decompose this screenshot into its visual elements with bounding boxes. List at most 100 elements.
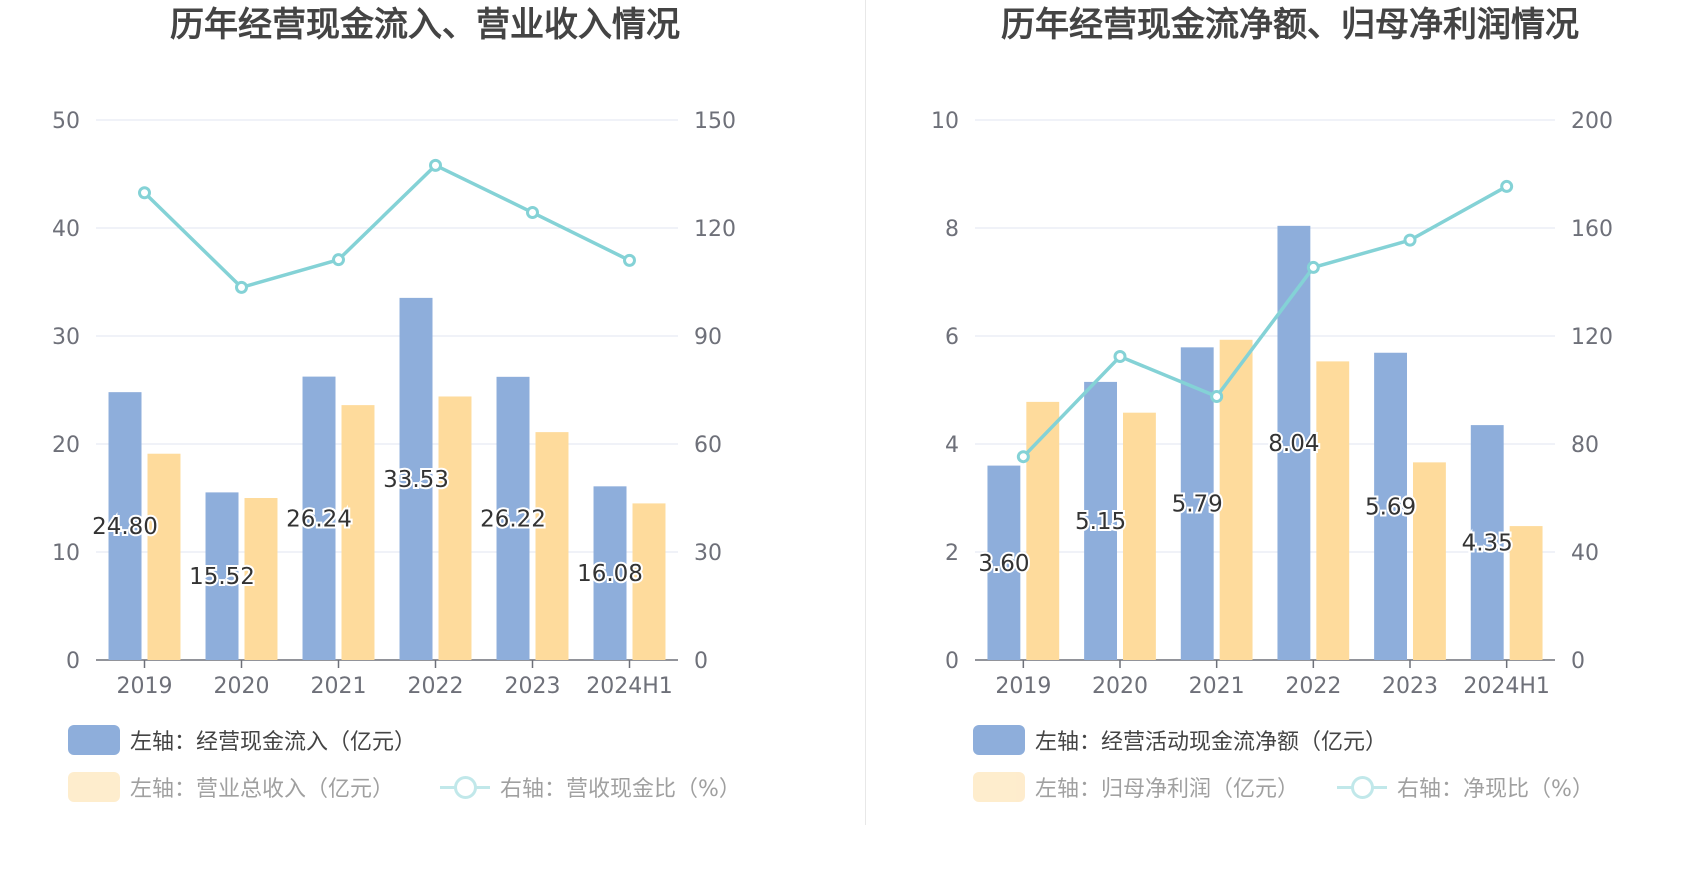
legend-line-icon bbox=[1337, 772, 1387, 802]
legend-label: 左轴：经营现金流入（亿元） bbox=[130, 730, 417, 755]
bar-data-label: 33.53 bbox=[383, 467, 449, 493]
right-tick-label: 30 bbox=[694, 541, 722, 566]
bar-secondary bbox=[1123, 412, 1156, 660]
bar-primary bbox=[399, 297, 433, 660]
bar-secondary bbox=[438, 396, 472, 660]
chart-title: 历年经营现金流净额、归母净利润情况 bbox=[1001, 5, 1579, 45]
chart-canvas: 0 0 2 40 4 80 6 120 8 160 10 200 2019 2020 2021 2022 202… bbox=[931, 109, 1613, 699]
bar-primary bbox=[987, 465, 1021, 660]
legend-swatch bbox=[68, 725, 120, 755]
ratio-point bbox=[526, 206, 539, 220]
bar-data-label: 24.80 bbox=[92, 514, 158, 540]
bar-data-label: 15.52 bbox=[189, 564, 255, 590]
x-tick-label: 2020 bbox=[1092, 674, 1148, 699]
left-tick-label: 30 bbox=[52, 325, 80, 350]
left-tick-label: 20 bbox=[52, 433, 80, 458]
right-tick-label: 40 bbox=[1571, 541, 1599, 566]
legend-item-bar-2[interactable]: 左轴：归母净利润（亿元） bbox=[973, 771, 1299, 803]
bar-primary bbox=[1374, 352, 1407, 660]
bar-data-label: 4.35 bbox=[1462, 531, 1513, 557]
right-tick-label: 120 bbox=[694, 217, 736, 242]
legend-item-line[interactable]: 右轴：净现比（%） bbox=[1337, 771, 1594, 803]
bar-primary bbox=[1084, 381, 1117, 660]
ratio-line bbox=[143, 163, 631, 290]
legend-item-line[interactable]: 右轴：营收现金比（%） bbox=[440, 771, 741, 803]
bar-secondary bbox=[535, 432, 569, 660]
bar-primary bbox=[205, 492, 239, 660]
right-tick-label: 90 bbox=[694, 325, 722, 350]
x-tick-label: 2024H1 bbox=[1463, 674, 1550, 699]
right-tick-label: 120 bbox=[1571, 325, 1613, 350]
legend-item-bar-1[interactable]: 左轴：经营现金流入（亿元） bbox=[68, 724, 416, 756]
right-tick-label: 0 bbox=[1571, 649, 1585, 674]
bar-data-label: 8.04 bbox=[1268, 431, 1319, 457]
ratio-line bbox=[1022, 184, 1508, 458]
legend-swatch bbox=[973, 772, 1025, 802]
bar-data-label: 16.08 bbox=[577, 561, 643, 587]
right-tick-label: 60 bbox=[694, 433, 722, 458]
right-tick-label: 200 bbox=[1571, 109, 1613, 134]
right-tick-label: 80 bbox=[1571, 433, 1599, 458]
ratio-point bbox=[1210, 389, 1224, 403]
bar-secondary bbox=[1509, 526, 1543, 660]
bar-secondary bbox=[1026, 401, 1060, 660]
bar-primary bbox=[1277, 225, 1311, 660]
bar-data-label: 3.60 bbox=[978, 551, 1029, 577]
left-tick-label: 0 bbox=[945, 649, 959, 674]
ratio-point bbox=[1403, 233, 1417, 247]
chart-title: 历年经营现金流入、营业收入情况 bbox=[170, 5, 680, 45]
right-tick-label: 160 bbox=[1571, 217, 1613, 242]
chart-panel-left: 历年经营现金流入、营业收入情况 0 0 10 30 20 60 30 90 40 120 50 150… bbox=[52, 5, 741, 803]
left-tick-label: 50 bbox=[52, 109, 80, 134]
x-tick-label: 2021 bbox=[1189, 674, 1245, 699]
x-tick-label: 2020 bbox=[214, 674, 270, 699]
bar-primary bbox=[496, 376, 530, 660]
bar-data-label: 5.69 bbox=[1365, 494, 1416, 520]
bar-secondary bbox=[632, 503, 666, 660]
bar-primary bbox=[302, 376, 336, 660]
left-tick-label: 6 bbox=[945, 325, 959, 350]
left-tick-label: 0 bbox=[66, 649, 80, 674]
right-tick-label: 150 bbox=[694, 109, 736, 134]
ratio-point bbox=[1113, 350, 1127, 364]
legend-label: 右轴：营收现金比（%） bbox=[500, 777, 741, 802]
bar-secondary bbox=[244, 498, 278, 660]
bar-data-label: 5.15 bbox=[1075, 509, 1126, 535]
legend-label: 右轴：净现比（%） bbox=[1397, 777, 1594, 802]
bar-secondary bbox=[147, 453, 181, 660]
bar-secondary bbox=[1413, 462, 1446, 660]
left-tick-label: 10 bbox=[931, 109, 959, 134]
bar-primary bbox=[593, 486, 627, 660]
left-tick-label: 8 bbox=[945, 217, 959, 242]
left-tick-label: 40 bbox=[52, 217, 80, 242]
bar-secondary bbox=[1316, 361, 1350, 660]
ratio-point bbox=[1306, 260, 1320, 274]
x-tick-label: 2022 bbox=[408, 674, 464, 699]
legend-swatch bbox=[68, 772, 120, 802]
bar-data-label: 26.22 bbox=[480, 506, 546, 532]
ratio-point bbox=[623, 253, 636, 267]
bar-primary bbox=[108, 392, 142, 660]
left-tick-label: 4 bbox=[945, 433, 959, 458]
bar-primary bbox=[1180, 347, 1214, 660]
x-tick-label: 2023 bbox=[1382, 674, 1438, 699]
legend-label: 左轴：归母净利润（亿元） bbox=[1035, 777, 1300, 802]
bar-secondary bbox=[1219, 339, 1253, 660]
ratio-point bbox=[429, 158, 442, 172]
x-tick-label: 2023 bbox=[505, 674, 561, 699]
legend-swatch bbox=[973, 725, 1025, 755]
legend-item-bar-2[interactable]: 左轴：营业总收入（亿元） bbox=[68, 771, 394, 803]
bar-data-label: 5.79 bbox=[1172, 492, 1223, 518]
x-tick-label: 2019 bbox=[117, 674, 173, 699]
left-tick-label: 2 bbox=[945, 541, 959, 566]
bar-primary bbox=[1470, 425, 1504, 660]
x-tick-label: 2022 bbox=[1285, 674, 1341, 699]
x-tick-label: 2019 bbox=[995, 674, 1051, 699]
ratio-point bbox=[235, 280, 248, 294]
ratio-point bbox=[332, 253, 345, 267]
legend-line-icon bbox=[440, 772, 490, 802]
legend-item-bar-1[interactable]: 左轴：经营活动现金流净额（亿元） bbox=[973, 724, 1387, 756]
x-tick-label: 2021 bbox=[311, 674, 367, 699]
ratio-point bbox=[1500, 179, 1514, 193]
ratio-point bbox=[1016, 450, 1030, 464]
